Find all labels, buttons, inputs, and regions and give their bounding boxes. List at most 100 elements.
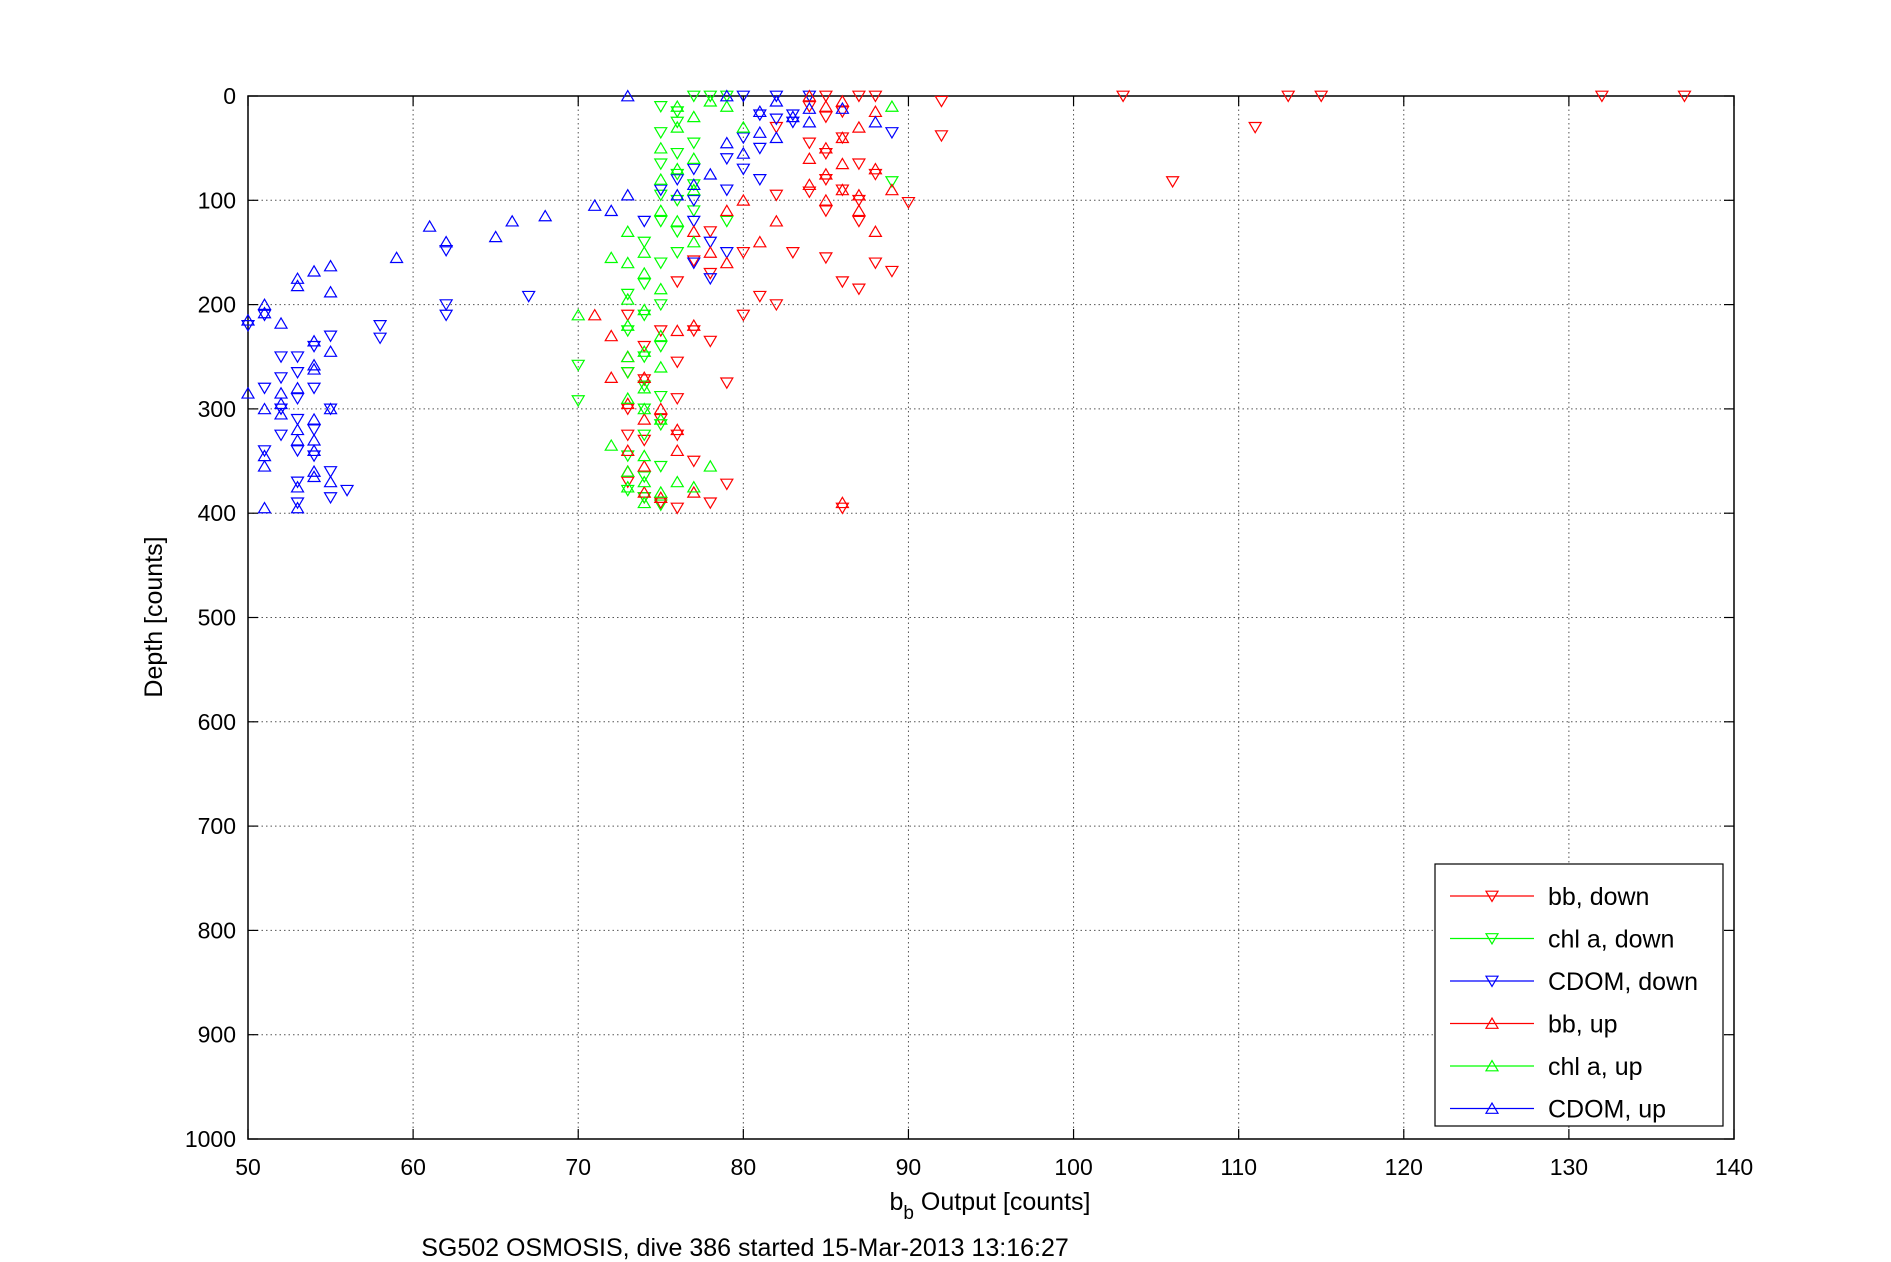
data-point [752,105,767,118]
x-tick-label: 100 [1054,1154,1092,1180]
data-point [1165,176,1180,189]
data-point [851,283,866,296]
data-point [769,121,784,134]
data-point [257,402,272,415]
data-point [835,131,850,144]
y-tick-label: 900 [198,1022,236,1048]
data-point [538,209,553,222]
data-point [670,99,685,112]
data-point [273,397,289,410]
data-point [620,89,635,102]
data-point [653,390,668,403]
data-point [818,99,833,112]
data-point [604,251,619,264]
data-point [653,485,668,498]
data-point [290,351,305,364]
data-point [323,259,338,272]
data-point [637,351,652,364]
data-point [818,147,833,160]
y-tick-label: 1000 [185,1126,236,1152]
data-point [934,130,949,143]
data-point [868,225,883,237]
data-point [290,480,305,493]
x-tick-label: 70 [565,1154,591,1180]
data-point [1594,90,1609,103]
data-point [257,382,272,395]
data-point [306,362,322,375]
data-point [736,90,751,103]
x-tick-label: 80 [731,1154,757,1180]
y-tick-label: 300 [198,396,236,422]
legend-marker [1484,1101,1500,1114]
data-point [290,445,305,458]
data-point [934,95,949,108]
data-point [703,226,718,239]
series-chl-a-down [571,90,899,512]
data-point [306,382,322,395]
data-point [373,332,388,345]
data-point [686,178,701,191]
data-point [306,450,322,463]
data-point [703,335,718,348]
data-point [240,320,256,333]
data-point [769,299,784,312]
data-point [818,252,833,265]
data-point [868,115,883,128]
data-point [686,257,701,270]
legend-label: CDOM, up [1548,1096,1666,1124]
data-point [802,89,817,102]
data-point [670,120,685,133]
data-point [620,429,635,442]
data-point [306,470,322,483]
data-point [637,496,652,509]
data-point [752,109,767,122]
data-point [323,475,338,488]
data-point [736,247,751,260]
data-point [835,276,850,289]
data-point [769,189,784,202]
data-point [373,320,388,333]
data-point [290,271,305,284]
data-point [686,151,701,164]
data-point [785,116,800,129]
data-point [273,372,289,385]
data-point [719,256,734,269]
data-point [323,344,338,357]
data-point [686,137,701,150]
data-point [818,193,833,206]
data-point [571,359,586,372]
data-point [703,497,718,510]
data-point [769,94,784,107]
data-point [719,153,734,166]
x-tick-label: 120 [1385,1154,1423,1180]
data-point [620,444,635,457]
y-tick-label: 0 [223,83,236,109]
data-point [306,334,322,347]
data-point [851,215,866,228]
data-point [703,94,718,107]
data-point [802,101,817,114]
data-point [686,90,701,103]
data-point [653,184,668,197]
data-point [851,90,866,103]
data-point [686,318,701,331]
chart-caption: SG502 OSMOSIS, dive 386 started 15-Mar-2… [421,1234,1069,1262]
data-point [719,89,734,102]
data-point [670,475,685,488]
data-point [571,308,586,321]
data-point [306,358,322,371]
data-point [620,256,635,269]
data-point [868,90,883,103]
data-point [620,288,635,301]
y-tick-label: 400 [198,500,236,526]
data-point [323,285,338,298]
data-point [620,484,635,497]
data-point [769,214,784,227]
legend-marker [1484,1059,1500,1072]
data-point [686,325,701,338]
data-point [620,318,635,331]
data-point [868,105,883,118]
legend: bb, down chl a, down CDOM, down bb, up chl a… [1434,863,1724,1127]
y-tick-labels: 0 100 200 300 400 500 600 700 800 900 1000 [185,83,236,1152]
data-point [604,329,619,342]
